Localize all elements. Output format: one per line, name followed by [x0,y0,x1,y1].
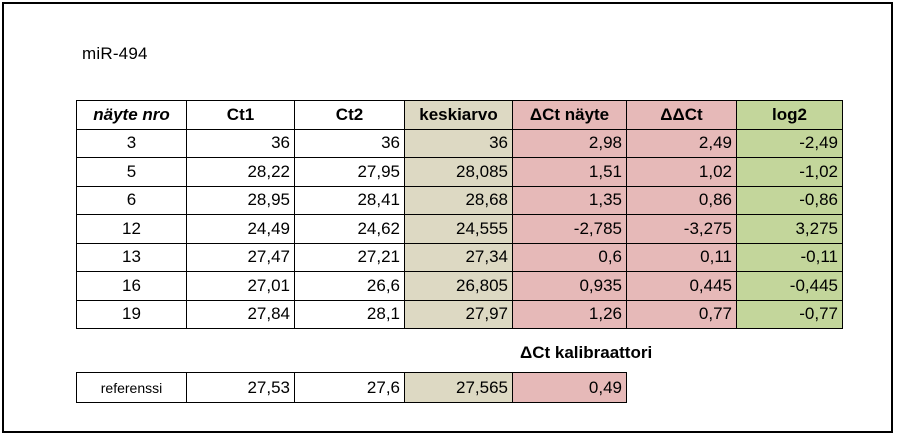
col-header-sample[interactable]: näyte nro [76,100,187,130]
log2-cell[interactable]: -0,11 [736,242,843,272]
log2-cell[interactable]: -2,49 [736,128,843,158]
ct2-cell[interactable]: 28,41 [294,185,405,215]
log2-cell[interactable]: -0,86 [736,185,843,215]
delta-ct-cell[interactable]: 0,6 [512,242,627,272]
delta-ct-cell[interactable]: 1,35 [512,185,627,215]
delta-ct-cell[interactable]: -2,785 [512,214,627,244]
sample-cell[interactable]: 13 [76,242,187,272]
sample-cell[interactable]: 16 [76,271,187,301]
average-cell[interactable]: 36 [404,128,513,158]
table-row: 19 27,84 28,1 27,97 1,26 0,77 -0,77 [76,299,843,329]
delta-ct-cell[interactable]: 2,98 [512,128,627,158]
ct1-cell[interactable]: 24,49 [186,214,295,244]
reference-ct2-cell[interactable]: 27,6 [294,372,405,403]
table-row: 13 27,47 27,21 27,34 0,6 0,11 -0,11 [76,242,843,272]
log2-cell[interactable]: 3,275 [736,214,843,244]
reference-ct1-cell[interactable]: 27,53 [186,372,295,403]
results-table: näyte nro Ct1 Ct2 keskiarvo ΔCt näyte ΔΔ… [76,100,843,329]
delta-delta-ct-cell[interactable]: 0,11 [626,242,737,272]
average-cell[interactable]: 24,555 [404,214,513,244]
reference-delta-ct-cell[interactable]: 0,49 [512,372,627,403]
col-header-ct2[interactable]: Ct2 [294,100,405,130]
ct2-cell[interactable]: 28,1 [294,299,405,329]
table-row: 5 28,22 27,95 28,085 1,51 1,02 -1,02 [76,157,843,187]
delta-ct-cell[interactable]: 1,51 [512,157,627,187]
delta-ct-cell[interactable]: 0,935 [512,271,627,301]
ct2-cell[interactable]: 36 [294,128,405,158]
sample-cell[interactable]: 19 [76,299,187,329]
sample-cell[interactable]: 12 [76,214,187,244]
delta-delta-ct-cell[interactable]: 1,02 [626,157,737,187]
sheet-title: miR-494 [82,44,148,63]
sheet-frame [2,2,893,433]
reference-average-cell[interactable]: 27,565 [404,372,513,403]
sample-cell[interactable]: 5 [76,157,187,187]
col-header-average[interactable]: keskiarvo [404,100,513,130]
ct2-cell[interactable]: 27,21 [294,242,405,272]
reference-label-cell[interactable]: referenssi [76,372,187,403]
log2-cell[interactable]: -0,445 [736,271,843,301]
sample-cell[interactable]: 6 [76,185,187,215]
reference-table: referenssi 27,53 27,6 27,565 0,49 [76,372,627,403]
delta-delta-ct-cell[interactable]: 0,86 [626,185,737,215]
log2-cell[interactable]: -1,02 [736,157,843,187]
ct1-cell[interactable]: 28,22 [186,157,295,187]
delta-delta-ct-cell[interactable]: -3,275 [626,214,737,244]
table-row: 3 36 36 36 2,98 2,49 -2,49 [76,128,843,158]
average-cell[interactable]: 28,085 [404,157,513,187]
table-row: 16 27,01 26,6 26,805 0,935 0,445 -0,445 [76,271,843,301]
delta-delta-ct-cell[interactable]: 0,445 [626,271,737,301]
average-cell[interactable]: 28,68 [404,185,513,215]
average-cell[interactable]: 26,805 [404,271,513,301]
ct2-cell[interactable]: 26,6 [294,271,405,301]
ct2-cell[interactable]: 27,95 [294,157,405,187]
table-row: 12 24,49 24,62 24,555 -2,785 -3,275 3,275 [76,214,843,244]
ct1-cell[interactable]: 27,84 [186,299,295,329]
ct1-cell[interactable]: 28,95 [186,185,295,215]
col-header-log2[interactable]: log2 [736,100,843,130]
col-header-ct1[interactable]: Ct1 [186,100,295,130]
reference-row: referenssi 27,53 27,6 27,565 0,49 [76,372,627,403]
average-cell[interactable]: 27,34 [404,242,513,272]
calibrator-label: ΔCt kalibraattori [520,343,653,362]
col-header-delta-delta-ct[interactable]: ΔΔCt [626,100,737,130]
header-row: näyte nro Ct1 Ct2 keskiarvo ΔCt näyte ΔΔ… [76,100,843,130]
ct1-cell[interactable]: 27,47 [186,242,295,272]
ct1-cell[interactable]: 27,01 [186,271,295,301]
col-header-delta-ct[interactable]: ΔCt näyte [512,100,627,130]
average-cell[interactable]: 27,97 [404,299,513,329]
log2-cell[interactable]: -0,77 [736,299,843,329]
table-row: 6 28,95 28,41 28,68 1,35 0,86 -0,86 [76,185,843,215]
delta-delta-ct-cell[interactable]: 2,49 [626,128,737,158]
delta-delta-ct-cell[interactable]: 0,77 [626,299,737,329]
delta-ct-cell[interactable]: 1,26 [512,299,627,329]
ct1-cell[interactable]: 36 [186,128,295,158]
sample-cell[interactable]: 3 [76,128,187,158]
ct2-cell[interactable]: 24,62 [294,214,405,244]
